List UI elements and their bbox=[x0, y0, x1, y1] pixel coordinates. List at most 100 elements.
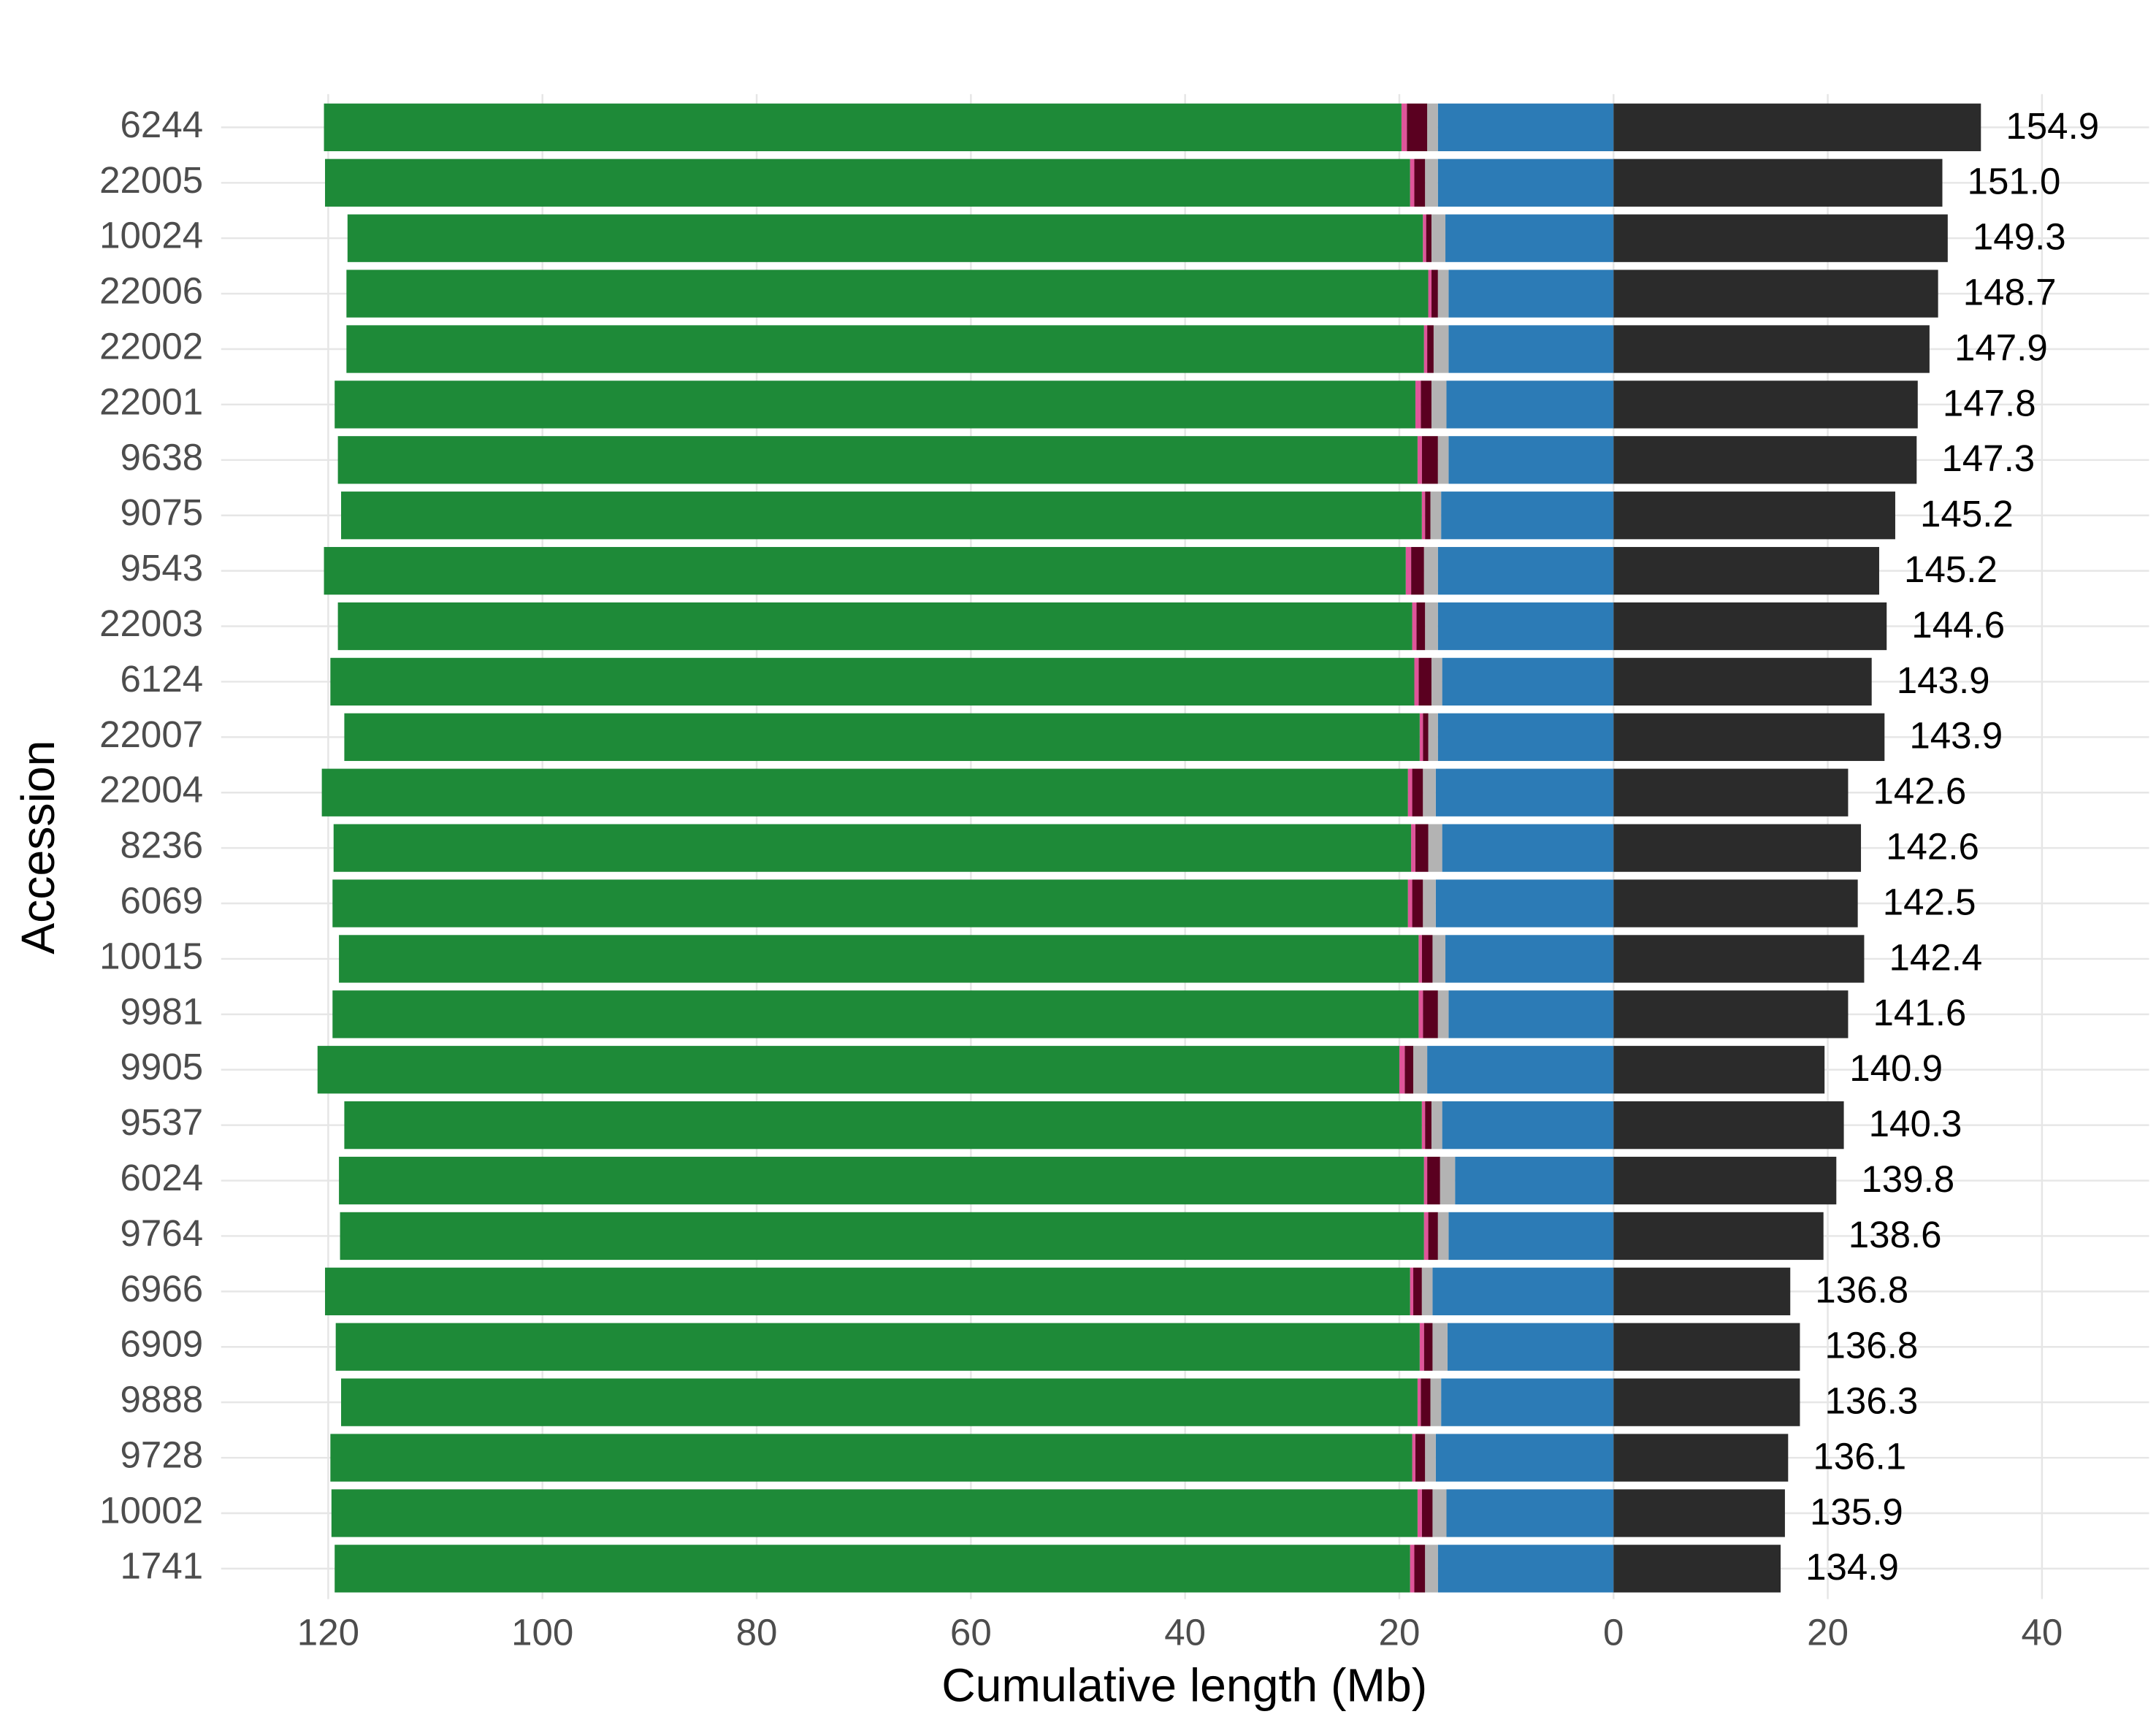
bar-segment bbox=[1431, 214, 1446, 262]
bar-segment bbox=[331, 1489, 1418, 1537]
bar-segment bbox=[1416, 602, 1426, 651]
bar-segment bbox=[1428, 824, 1442, 872]
bar-segment bbox=[1413, 1267, 1422, 1315]
bar-segment bbox=[324, 103, 1402, 152]
bar-segment bbox=[1425, 602, 1438, 651]
bar-segment bbox=[1425, 158, 1438, 207]
x-tick-label: 100 bbox=[511, 1611, 573, 1653]
total-label: 145.2 bbox=[1920, 493, 2014, 535]
bar-segment bbox=[1441, 1378, 1614, 1426]
bar-segment bbox=[1428, 1212, 1438, 1261]
bar-segment bbox=[1445, 935, 1614, 983]
bar-segment bbox=[1437, 602, 1614, 651]
y-tick-label: 6124 bbox=[121, 658, 204, 700]
bar-segment bbox=[1613, 1156, 1837, 1205]
bar-segment bbox=[1427, 1156, 1440, 1205]
bar-segment bbox=[1435, 768, 1614, 816]
bar-segment bbox=[1437, 103, 1614, 152]
bar-segment bbox=[1407, 768, 1413, 816]
bar-segment bbox=[1613, 546, 1879, 595]
bar-segment bbox=[1613, 879, 1858, 927]
bar-segment bbox=[1431, 380, 1447, 429]
bar-segment bbox=[1613, 1434, 1789, 1482]
bar-segment bbox=[1423, 879, 1436, 927]
bar-segment bbox=[1432, 1489, 1447, 1537]
total-label: 143.9 bbox=[1909, 715, 2003, 757]
x-tick-label: 60 bbox=[950, 1611, 992, 1653]
total-label: 136.8 bbox=[1815, 1269, 1908, 1311]
bar-segment bbox=[1404, 1046, 1414, 1094]
bar-segment bbox=[1613, 602, 1887, 651]
y-tick-label: 6909 bbox=[121, 1323, 204, 1365]
bar-segment bbox=[1432, 1323, 1448, 1371]
total-label: 145.2 bbox=[1904, 548, 1998, 590]
bar-segment bbox=[1411, 824, 1415, 872]
bar-segment bbox=[1411, 546, 1424, 595]
bar-segment bbox=[1410, 1545, 1415, 1593]
bar-segment bbox=[1446, 380, 1614, 429]
bar-segment bbox=[1421, 492, 1426, 540]
total-label: 141.6 bbox=[1873, 992, 1967, 1033]
bar-segment bbox=[1442, 657, 1614, 706]
bar-segment bbox=[1421, 436, 1438, 484]
bar-segment bbox=[1437, 436, 1449, 484]
y-tick-label: 9981 bbox=[121, 990, 204, 1032]
y-tick-label: 9537 bbox=[121, 1101, 204, 1143]
bar-segment bbox=[1412, 602, 1417, 651]
bar-segment bbox=[1437, 990, 1449, 1039]
bar-segment bbox=[332, 990, 1419, 1039]
bar-segment bbox=[1448, 269, 1614, 318]
x-tick-label: 0 bbox=[1603, 1611, 1624, 1653]
bar-segment bbox=[1419, 713, 1423, 761]
total-label: 149.3 bbox=[1973, 216, 2066, 258]
y-tick-label: 6244 bbox=[121, 104, 204, 145]
y-tick-label: 22004 bbox=[99, 769, 203, 811]
bar-segment bbox=[346, 325, 1424, 373]
bar-segment bbox=[1440, 1156, 1456, 1205]
y-tick-label: 6069 bbox=[121, 880, 204, 922]
bar-segment bbox=[1448, 325, 1614, 373]
bar-segment bbox=[1613, 935, 1865, 983]
bar-segment bbox=[1613, 1545, 1781, 1593]
bar-segment bbox=[1447, 1323, 1614, 1371]
total-label: 136.8 bbox=[1825, 1325, 1919, 1366]
y-tick-label: 10024 bbox=[99, 215, 203, 256]
bar-segment bbox=[1417, 1378, 1421, 1426]
bar-segment bbox=[1430, 1378, 1442, 1426]
x-tick-label: 40 bbox=[2021, 1611, 2063, 1653]
bar-segment bbox=[337, 602, 1413, 651]
bar-segment bbox=[1446, 1489, 1614, 1537]
y-tick-label: 9764 bbox=[121, 1212, 204, 1254]
bar-segment bbox=[1427, 325, 1434, 373]
bar-segment bbox=[1430, 492, 1442, 540]
bar-segment bbox=[1432, 1267, 1614, 1315]
bar-segment bbox=[1442, 824, 1614, 872]
bar-segment bbox=[1613, 713, 1885, 761]
bar-segment bbox=[1418, 935, 1422, 983]
y-tick-label: 22001 bbox=[99, 380, 203, 422]
bar-segment bbox=[1613, 1101, 1844, 1150]
y-tick-label: 10002 bbox=[99, 1489, 203, 1531]
bar-segment bbox=[1613, 1267, 1791, 1315]
total-label: 144.6 bbox=[1911, 604, 2005, 646]
bar-segment bbox=[1613, 214, 1948, 262]
bar-segment bbox=[1425, 1434, 1436, 1482]
total-label: 142.5 bbox=[1883, 881, 1976, 922]
bar-segment bbox=[333, 824, 1412, 872]
bar-segment bbox=[1423, 990, 1438, 1039]
bar-segment bbox=[330, 1434, 1413, 1482]
bar-segment bbox=[1414, 158, 1426, 207]
bar-segment bbox=[1613, 325, 1930, 373]
bar-segment bbox=[340, 1212, 1424, 1261]
bar-segment bbox=[1613, 1323, 1800, 1371]
y-tick-label: 8236 bbox=[121, 825, 204, 866]
total-label: 136.3 bbox=[1825, 1380, 1919, 1422]
bar-segment bbox=[1423, 713, 1429, 761]
total-label: 147.3 bbox=[1941, 437, 2035, 479]
bar-segment bbox=[344, 713, 1420, 761]
bar-segment bbox=[1613, 269, 1938, 318]
y-tick-label: 9905 bbox=[121, 1046, 204, 1087]
total-label: 142.6 bbox=[1873, 770, 1967, 812]
bar-segment bbox=[1423, 214, 1426, 262]
bar-segment bbox=[321, 768, 1408, 816]
